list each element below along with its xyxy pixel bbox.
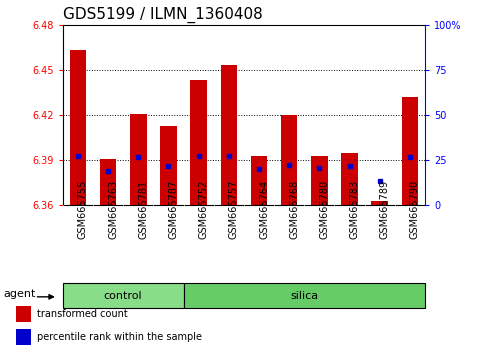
Bar (15, 329, 31, 344)
FancyBboxPatch shape (63, 283, 184, 308)
Text: GSM665790: GSM665790 (410, 179, 420, 239)
Bar (341, 153, 358, 205)
Bar (15, 306, 31, 322)
Bar (251, 156, 267, 205)
Bar (190, 80, 207, 205)
Bar (221, 65, 237, 205)
Text: GSM665752: GSM665752 (199, 179, 209, 239)
Bar (311, 156, 327, 205)
Text: GDS5199 / ILMN_1360408: GDS5199 / ILMN_1360408 (63, 7, 263, 23)
Bar (100, 159, 116, 205)
Text: GSM665755: GSM665755 (78, 179, 88, 239)
Text: GSM665764: GSM665764 (259, 179, 269, 239)
Text: GSM665789: GSM665789 (380, 179, 390, 239)
Bar (130, 114, 146, 205)
Text: agent: agent (3, 289, 36, 299)
Text: GSM665763: GSM665763 (108, 179, 118, 239)
Bar (160, 126, 177, 205)
Bar (402, 97, 418, 205)
Bar (70, 50, 86, 205)
Text: GSM665783: GSM665783 (350, 179, 359, 239)
Text: GSM665757: GSM665757 (229, 179, 239, 239)
Text: GSM665768: GSM665768 (289, 179, 299, 239)
Text: GSM665781: GSM665781 (138, 179, 148, 239)
FancyBboxPatch shape (184, 283, 425, 308)
Text: GSM665787: GSM665787 (169, 179, 178, 239)
Text: percentile rank within the sample: percentile rank within the sample (37, 332, 202, 342)
Bar (371, 201, 388, 205)
Text: GSM665780: GSM665780 (319, 179, 329, 239)
Bar (281, 115, 298, 205)
Text: transformed count: transformed count (37, 309, 128, 319)
Text: control: control (104, 291, 142, 301)
Text: silica: silica (290, 291, 318, 301)
